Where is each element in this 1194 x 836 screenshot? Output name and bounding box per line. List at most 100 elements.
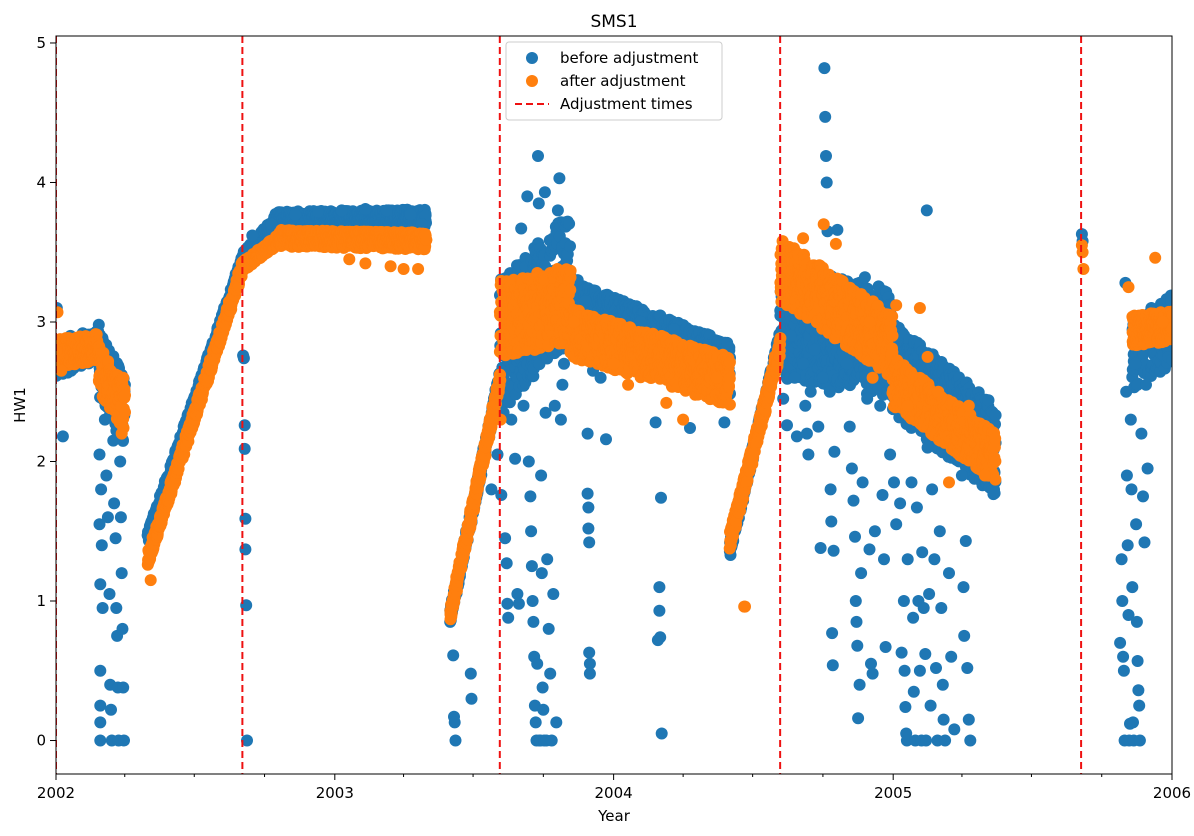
chart-title: SMS1 [590, 12, 637, 32]
data-point [94, 734, 107, 747]
data-point [924, 699, 937, 712]
data-point [825, 515, 838, 528]
data-point [858, 271, 871, 284]
data-point [1133, 699, 1146, 712]
data-point [939, 734, 952, 747]
data-point [888, 476, 900, 489]
data-point [553, 172, 566, 185]
data-point [312, 205, 324, 218]
data-point [517, 399, 530, 412]
data-point [804, 385, 817, 398]
data-point [239, 543, 252, 556]
data-point [866, 667, 879, 680]
data-point [527, 615, 540, 628]
data-point [855, 567, 868, 580]
data-point [465, 692, 478, 705]
data-point [907, 611, 920, 624]
data-point [583, 667, 596, 680]
data-point [852, 712, 865, 725]
data-point [1133, 734, 1146, 747]
data-point [1137, 490, 1149, 503]
data-point [1116, 595, 1129, 607]
data-point [895, 646, 908, 659]
data-point [948, 723, 961, 736]
data-point [1132, 684, 1145, 697]
data-point [818, 62, 831, 75]
data-point [840, 357, 853, 370]
data-point [94, 664, 107, 677]
data-point [890, 518, 903, 531]
data-point [544, 667, 557, 680]
data-point [655, 491, 667, 504]
data-point [957, 581, 970, 594]
data-point [920, 734, 932, 747]
data-point [115, 567, 128, 580]
data-point [827, 544, 840, 557]
data-point [649, 416, 662, 429]
data-point [541, 553, 554, 566]
data-point [536, 681, 549, 694]
data-point [583, 646, 596, 659]
data-point [814, 542, 827, 554]
data-point [962, 713, 975, 726]
data-point [239, 512, 252, 525]
data-point [928, 553, 941, 566]
data-point [359, 203, 372, 215]
data-point [556, 378, 569, 391]
data-point [824, 483, 837, 496]
data-point [1130, 518, 1143, 531]
data-point [118, 734, 130, 747]
data-point [502, 611, 515, 624]
data-point [819, 110, 832, 123]
data-point [581, 427, 594, 440]
data-point [289, 208, 302, 221]
data-point [894, 497, 907, 510]
data-point [545, 734, 558, 747]
data-point [856, 476, 869, 489]
data-point [808, 343, 821, 356]
data-point [448, 716, 461, 729]
data-point [558, 357, 570, 370]
data-point [923, 588, 936, 600]
data-point [114, 511, 127, 524]
data-point [826, 659, 839, 672]
data-point [524, 490, 537, 503]
data-point [826, 627, 839, 640]
data-point [95, 539, 108, 552]
data-point [554, 413, 567, 426]
data-point [529, 716, 542, 729]
data-point [547, 588, 560, 600]
data-point [917, 602, 930, 614]
data-point [800, 427, 813, 440]
data-point [464, 667, 477, 680]
data-point [926, 483, 939, 496]
data-point [564, 240, 576, 253]
data-point [845, 462, 858, 475]
data-point [916, 546, 929, 559]
data-point [532, 197, 545, 210]
data-point [1125, 483, 1138, 496]
data-point [897, 595, 910, 607]
data-point [899, 701, 912, 713]
data-point [913, 664, 926, 677]
data-point [449, 734, 462, 747]
data-point [820, 176, 833, 189]
data-point [103, 588, 116, 600]
data-point [93, 448, 106, 461]
data-point [851, 639, 864, 652]
data-point [777, 392, 790, 405]
data-point [1120, 385, 1133, 398]
data-point [512, 597, 525, 610]
data-point [551, 204, 564, 217]
data-point [1138, 536, 1151, 549]
data-point [94, 716, 107, 729]
data-point [788, 371, 801, 384]
data-point [542, 622, 555, 635]
data-point [447, 649, 460, 662]
data-point [1140, 378, 1152, 391]
data-point [831, 223, 844, 236]
data-point [901, 553, 914, 566]
data-point [955, 469, 968, 482]
data-point [905, 476, 918, 489]
